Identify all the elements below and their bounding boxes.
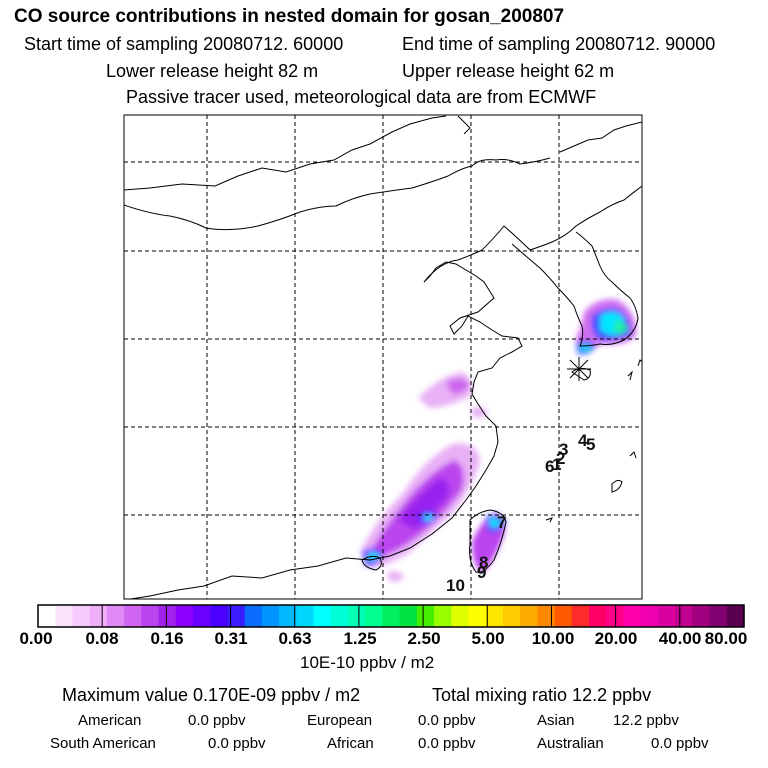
colorbar-tick-label: 5.00	[471, 629, 505, 648]
region-name: African	[327, 735, 374, 752]
colorbar-swatch	[589, 605, 607, 627]
colorbar-swatch	[55, 605, 74, 627]
colorbar-tick-label: 0.16	[150, 629, 184, 648]
region-name: Australian	[537, 735, 604, 752]
station-label: 7	[497, 513, 506, 532]
colorbar-swatch	[709, 605, 728, 627]
colorbar-swatch	[537, 605, 556, 627]
colorbar-tick-label: 0.63	[278, 629, 312, 648]
colorbar-swatch	[726, 605, 745, 627]
coastlines	[124, 115, 642, 599]
region-name: Asian	[537, 712, 575, 729]
lat-lon-grid	[124, 115, 642, 599]
maximum-value-text: Maximum value 0.170E-09 ppbv / m2	[62, 685, 361, 705]
colorbar-swatch	[640, 605, 659, 627]
region-value: 0.0 ppbv	[188, 712, 246, 729]
colorbar-swatch	[520, 605, 538, 627]
colorbar-tick-label: 0.00	[19, 629, 53, 648]
region-name: American	[78, 712, 142, 729]
colorbar-swatch	[124, 605, 142, 627]
colorbar-swatch	[192, 605, 211, 627]
colorbar-swatch	[279, 605, 297, 627]
upper-release-label: Upper release height 62 m	[402, 61, 615, 81]
start-time-label: Start time of sampling 20080712. 60000	[24, 34, 344, 54]
colorbar-swatch	[675, 605, 693, 627]
colorbar-swatch	[38, 605, 56, 627]
colorbar	[37, 604, 745, 628]
colorbar-swatch	[502, 605, 521, 627]
region-value: 0.0 ppbv	[651, 735, 709, 752]
colorbar-frame	[37, 604, 745, 628]
region-value: 12.2 ppbv	[613, 712, 679, 729]
colorbar-tick-label: 40.00	[658, 629, 702, 648]
colorbar-swatch	[451, 605, 470, 627]
colorbar-swatch	[227, 605, 246, 627]
colorbar-swatch	[296, 605, 315, 627]
colorbar-tick-label: 10.00	[531, 629, 575, 648]
colorbar-swatch	[657, 605, 676, 627]
station-label: 2	[556, 449, 565, 468]
colorbar-tick-label: 1.25	[343, 629, 377, 648]
colorbar-swatch	[434, 605, 452, 627]
colorbar-tick-label: 20.00	[594, 629, 638, 648]
region-name: South American	[50, 735, 156, 752]
colorbar-swatch	[158, 605, 177, 627]
station-label: 6	[545, 457, 554, 476]
station-label: 10	[446, 576, 465, 595]
colorbar-swatch	[210, 605, 229, 627]
end-time-label: End time of sampling 20080712. 90000	[402, 34, 716, 54]
tracer-note: Passive tracer used, meteorological data…	[126, 87, 597, 107]
colorbar-swatch	[313, 605, 332, 627]
station-label: 8	[479, 553, 488, 572]
colorbar-swatch	[141, 605, 160, 627]
station-label: 9	[477, 563, 486, 582]
colorbar-tick-label: 0.08	[85, 629, 119, 648]
colorbar-swatch	[571, 605, 590, 627]
colorbar-swatch	[416, 605, 435, 627]
concentration-field	[360, 299, 637, 582]
map-frame	[123, 114, 643, 600]
colorbar-tick-label: 2.50	[407, 629, 441, 648]
station-label: 4	[578, 431, 588, 450]
colorbar-tick-label: 80.00	[704, 629, 748, 648]
colorbar-swatch	[382, 605, 401, 627]
colorbar-swatch	[468, 605, 487, 627]
colorbar-tick-label: 0.31	[214, 629, 248, 648]
colorbar-swatch	[261, 605, 280, 627]
receptor-marker	[567, 357, 591, 381]
colorbar-swatch	[72, 605, 91, 627]
region-value: 0.0 ppbv	[418, 735, 476, 752]
colorbar-swatch	[106, 605, 125, 627]
colorbar-swatch	[330, 605, 349, 627]
colorbar-swatch	[623, 605, 642, 627]
region-name: European	[307, 712, 373, 729]
plot-title: CO source contributions in nested domain…	[14, 6, 565, 27]
colorbar-swatch	[347, 605, 366, 627]
colorbar-swatch	[365, 605, 383, 627]
region-value: 0.0 ppbv	[418, 712, 476, 729]
colorbar-swatch	[692, 605, 711, 627]
station-label: 1	[552, 455, 561, 474]
colorbar-swatch	[554, 605, 573, 627]
colorbar-swatch	[399, 605, 418, 627]
colorbar-swatch	[485, 605, 504, 627]
lower-release-label: Lower release height 82 m	[106, 61, 319, 81]
colorbar-swatch	[244, 605, 263, 627]
station-label: 5	[586, 435, 595, 454]
station-label: 3	[559, 440, 568, 459]
colorbar-units: 10E-10 ppbv / m2	[300, 653, 435, 672]
region-value: 0.0 ppbv	[208, 735, 266, 752]
colorbar-swatch	[175, 605, 194, 627]
colorbar-swatch	[89, 605, 108, 627]
total-mixing-ratio-text: Total mixing ratio 12.2 ppbv	[432, 685, 652, 705]
